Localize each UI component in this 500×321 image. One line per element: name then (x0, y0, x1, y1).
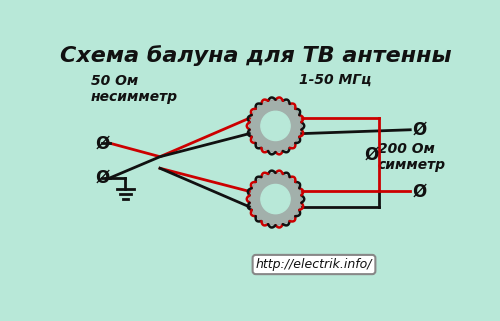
Text: Ø: Ø (95, 169, 110, 187)
Text: 1-50 МГц: 1-50 МГц (298, 73, 371, 87)
Text: Ø: Ø (95, 134, 110, 152)
Circle shape (261, 111, 290, 141)
Circle shape (250, 173, 302, 225)
Text: Ø: Ø (364, 146, 379, 164)
Text: 50 Ом
несимметр: 50 Ом несимметр (90, 74, 178, 104)
Circle shape (250, 100, 302, 152)
Text: Ø: Ø (412, 121, 426, 139)
Text: http://electrik.info/: http://electrik.info/ (256, 258, 372, 271)
Text: Схема балуна для ТВ антенны: Схема балуна для ТВ антенны (60, 45, 452, 66)
Text: Ø: Ø (412, 182, 426, 200)
Text: 200 Ом
симметр: 200 Ом симметр (378, 142, 446, 172)
Circle shape (261, 185, 290, 214)
